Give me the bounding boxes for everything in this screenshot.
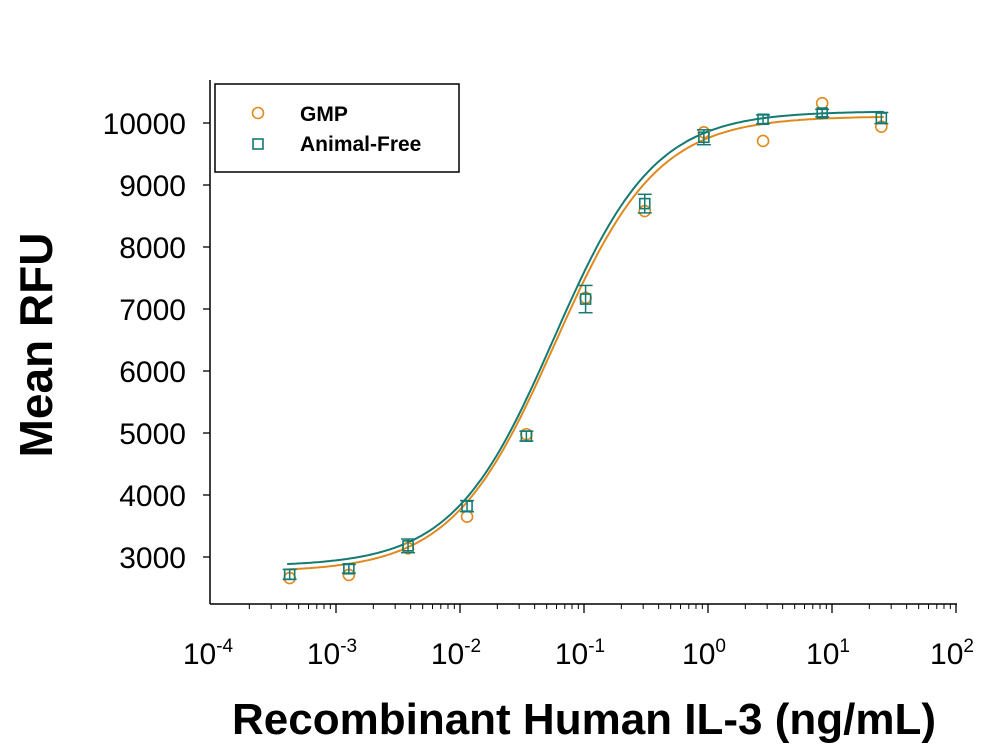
x-tick-label: 10-3 bbox=[307, 636, 357, 671]
legend-box bbox=[214, 83, 460, 173]
data-point-gmp bbox=[756, 134, 770, 148]
legend-label-gmp: GMP bbox=[300, 103, 348, 126]
data-point-animal-free bbox=[579, 293, 592, 305]
y-tick-label: 6000 bbox=[119, 356, 186, 389]
y-tick-label: 3000 bbox=[119, 542, 186, 575]
data-point-animal-free bbox=[875, 112, 888, 124]
legend: GMP Animal-Free bbox=[214, 83, 460, 173]
data-point-animal-free bbox=[461, 500, 473, 512]
fit-curve-animal-free bbox=[287, 110, 884, 565]
data-point-animal-free bbox=[283, 568, 296, 581]
legend-marker-animal-free bbox=[252, 138, 264, 150]
data-point-animal-free bbox=[698, 131, 710, 144]
data-point-animal-free bbox=[520, 430, 533, 442]
y-ticks: 3000 4000 5000 6000 7000 8000 9000 10000 bbox=[103, 108, 210, 575]
x-ticks: 10-4 10-3 10-2 10-1 100 101 102 bbox=[183, 604, 974, 671]
data-point-animal-free bbox=[638, 197, 651, 210]
fit-curves bbox=[287, 110, 884, 571]
x-tick-label: 102 bbox=[930, 636, 974, 671]
data-point-gmp bbox=[815, 96, 829, 110]
fit-curve-gmp bbox=[287, 115, 884, 571]
y-tick-label: 7000 bbox=[119, 294, 186, 327]
x-tick-label: 101 bbox=[806, 636, 850, 671]
y-tick-label: 10000 bbox=[103, 108, 186, 141]
y-tick-label: 8000 bbox=[119, 232, 186, 265]
x-tick-label: 10-4 bbox=[183, 636, 234, 671]
data-point-gmp bbox=[460, 510, 474, 524]
markers bbox=[282, 96, 889, 585]
data-point-animal-free bbox=[402, 540, 414, 552]
x-tick-label: 10-2 bbox=[431, 636, 481, 671]
y-tick-label: 9000 bbox=[119, 170, 186, 203]
data-point-animal-free bbox=[757, 113, 769, 126]
y-tick-label: 5000 bbox=[119, 418, 186, 451]
x-tick-label: 10-1 bbox=[555, 636, 605, 671]
data-point-animal-free bbox=[816, 107, 828, 119]
legend-marker-gmp bbox=[251, 106, 265, 120]
x-axis-title: Recombinant Human IL-3 (ng/mL) bbox=[232, 695, 936, 744]
y-axis-title: Mean RFU bbox=[10, 233, 62, 458]
data-point-animal-free bbox=[343, 562, 355, 575]
y-tick-label: 4000 bbox=[119, 480, 186, 513]
x-tick-label: 100 bbox=[682, 636, 726, 671]
legend-label-animal-free: Animal-Free bbox=[300, 133, 421, 156]
